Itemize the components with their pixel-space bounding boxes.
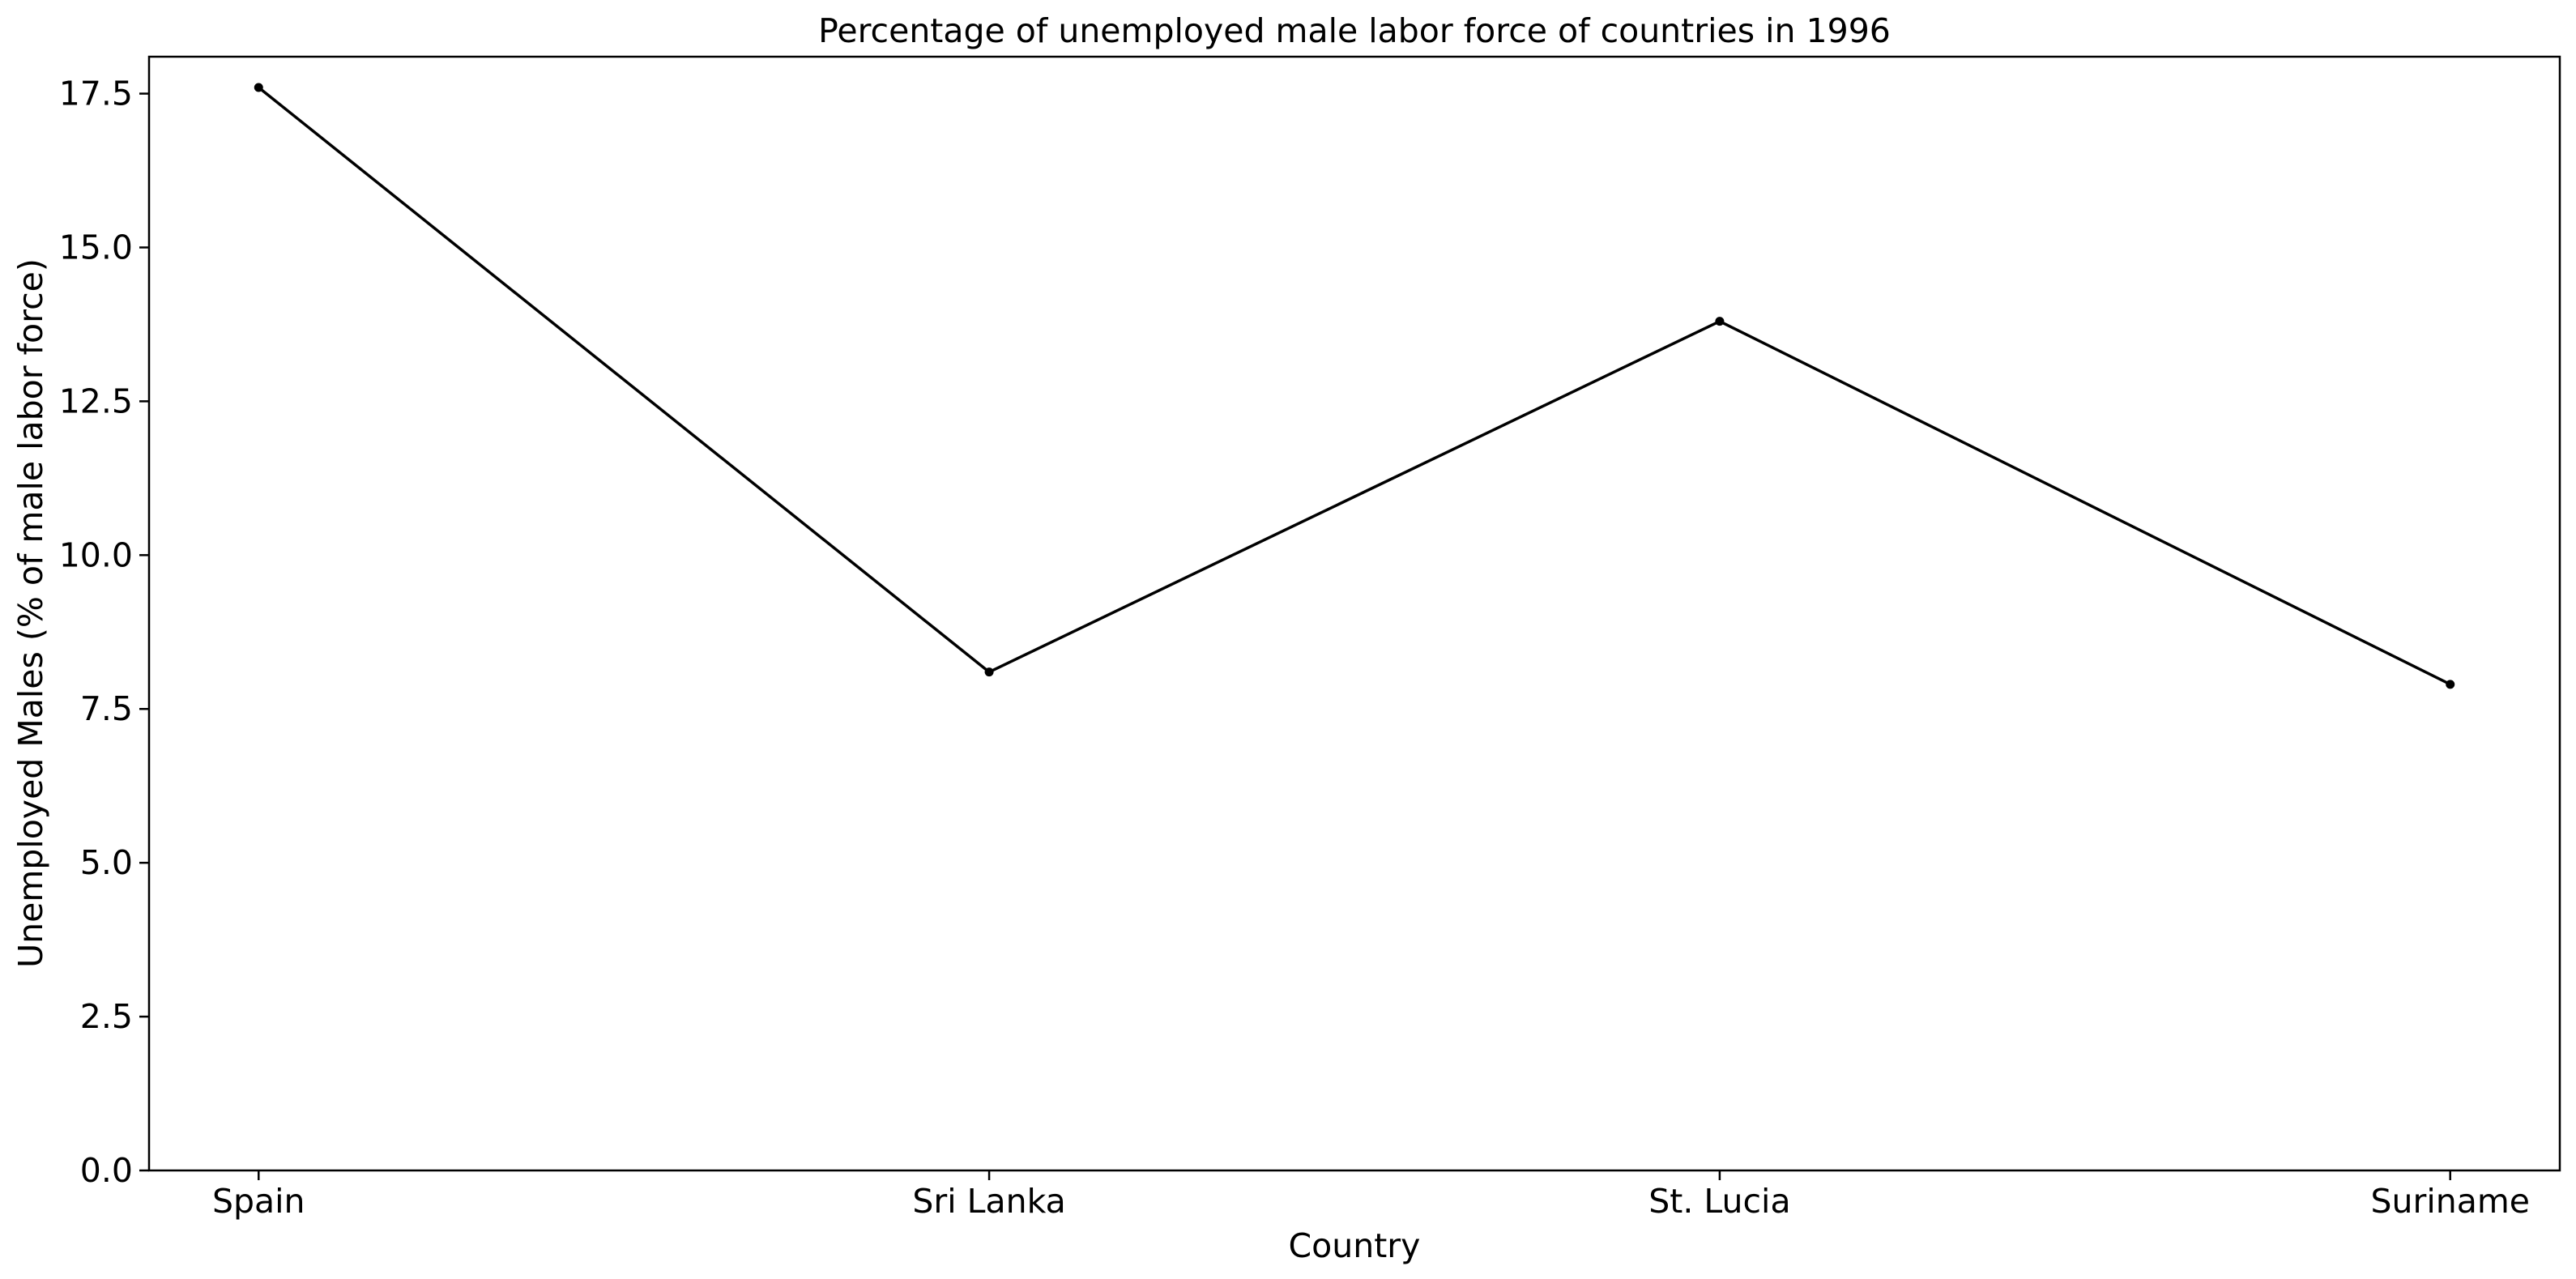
y-tick-label: 2.5 [80, 997, 133, 1036]
chart-title: Percentage of unemployed male labor forc… [818, 11, 1891, 50]
series-line [257, 86, 2452, 686]
x-tick-label: Sri Lanka [912, 1182, 1065, 1221]
y-tick-label: 17.5 [59, 75, 133, 113]
plot-frame [147, 55, 2561, 1172]
x-tick-label: Suriname [2370, 1182, 2530, 1221]
x-axis-label: Country [1289, 1226, 1421, 1265]
y-tick-label: 10.0 [59, 535, 133, 574]
y-axis-label: Unemployed Males (% of male labor force) [11, 258, 50, 968]
y-tick-label: 0.0 [80, 1151, 133, 1190]
y-tick-label: 5.0 [80, 843, 133, 882]
y-tick-label: 15.0 [59, 228, 133, 266]
y-axis: 0.0 2.5 5.0 7.5 10.0 12.5 15.0 17.5 [59, 75, 149, 1190]
data-point [254, 83, 263, 92]
y-tick-label: 12.5 [59, 382, 133, 420]
y-tick-label: 7.5 [80, 689, 133, 728]
x-axis: Spain Sri Lanka St. Lucia Suriname [212, 1170, 2530, 1221]
data-point [984, 667, 994, 677]
series-layer [254, 83, 2455, 689]
data-point [2446, 680, 2455, 689]
x-tick-label: St. Lucia [1648, 1182, 1790, 1221]
data-point [1715, 317, 1725, 326]
x-tick-label: Spain [212, 1182, 305, 1221]
